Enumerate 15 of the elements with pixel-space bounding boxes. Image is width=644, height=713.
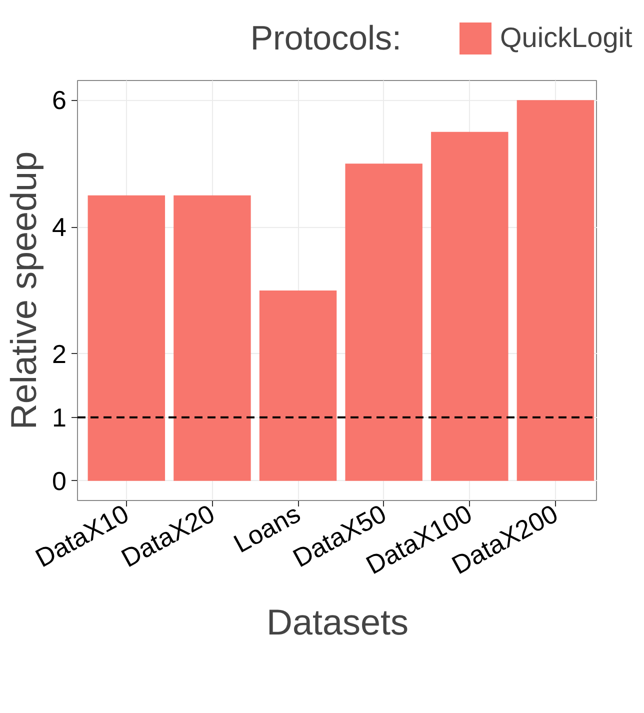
bar bbox=[431, 132, 508, 481]
y-tick-label: 4 bbox=[52, 212, 67, 242]
bar bbox=[345, 164, 422, 481]
y-axis-title: Relative speedup bbox=[3, 151, 44, 430]
bar bbox=[88, 195, 166, 481]
y-tick-label: 6 bbox=[52, 85, 67, 116]
y-tick-label: 1 bbox=[52, 402, 67, 432]
bar bbox=[174, 195, 251, 481]
x-axis-title: Datasets bbox=[266, 601, 409, 642]
y-tick-label: 0 bbox=[52, 466, 67, 496]
legend-label: QuickLogit bbox=[500, 21, 632, 55]
bar bbox=[259, 290, 337, 481]
legend-title: Protocols: bbox=[250, 20, 402, 58]
bar bbox=[516, 100, 594, 481]
y-tick-label: 2 bbox=[52, 338, 67, 369]
